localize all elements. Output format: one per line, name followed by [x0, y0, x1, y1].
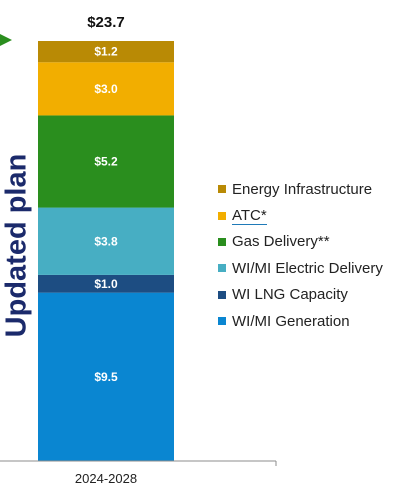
legend-label: WI/MI Generation — [232, 312, 350, 330]
x-tick-label: 2024-2028 — [75, 471, 137, 486]
legend-item-lng-capacity: WI LNG Capacity — [218, 282, 383, 308]
legend-label: ATC* — [232, 206, 267, 225]
bar-segment-0 — [38, 292, 174, 461]
legend-item-generation: WI/MI Generation — [218, 308, 383, 334]
data-label-2: $3.8 — [94, 234, 118, 248]
data-label-4: $3.0 — [94, 82, 118, 96]
legend-item-gas-delivery: Gas Delivery** — [218, 229, 383, 255]
side-title: Updated plan — [0, 150, 33, 340]
bar-segment-1 — [38, 274, 174, 293]
data-label-0: $9.5 — [94, 370, 118, 384]
legend: Energy Infrastructure ATC* Gas Delivery*… — [218, 176, 383, 334]
legend-label: WI/MI Electric Delivery — [232, 259, 383, 277]
bar-segment-4 — [38, 62, 174, 116]
legend-swatch — [218, 317, 226, 326]
side-title-text: Updated plan — [0, 153, 33, 337]
data-label-5: $1.2 — [94, 45, 118, 59]
legend-item-energy-infrastructure: Energy Infrastructure — [218, 176, 383, 202]
total-label: $23.7 — [87, 14, 125, 31]
legend-swatch — [218, 185, 226, 194]
legend-swatch — [218, 237, 226, 246]
legend-swatch — [218, 290, 226, 299]
legend-label: Gas Delivery** — [232, 233, 330, 251]
legend-label: WI LNG Capacity — [232, 286, 348, 304]
legend-swatch — [218, 211, 226, 220]
bar-segment-3 — [38, 115, 174, 208]
legend-label: Energy Infrastructure — [232, 180, 373, 198]
legend-item-electric-delivery: WI/MI Electric Delivery — [218, 255, 383, 281]
arrow-decoration-icon — [0, 34, 12, 46]
data-label-1: $1.0 — [94, 277, 118, 291]
bar-group: $9.5 $1.0 $3.8 $5.2 $3.0 $1.2 — [38, 41, 174, 461]
data-label-3: $5.2 — [94, 155, 118, 169]
legend-swatch — [218, 264, 226, 273]
bar-segment-2 — [38, 207, 174, 275]
legend-item-atc: ATC* — [218, 202, 383, 228]
bar-segment-5 — [38, 41, 174, 63]
